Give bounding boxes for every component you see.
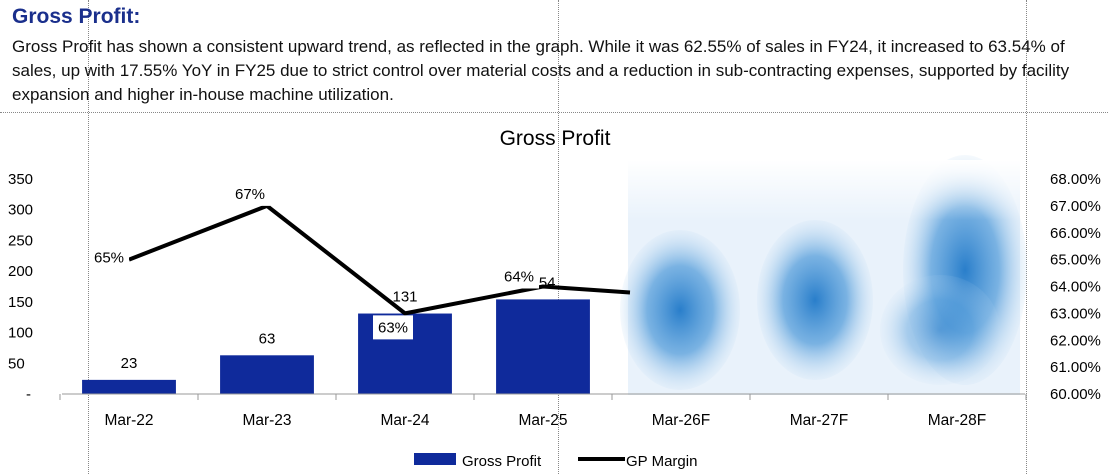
guide-line <box>1026 0 1027 474</box>
obscured-forecast-region <box>620 155 1027 395</box>
gross-profit-bar <box>220 355 314 394</box>
legend: Gross Profit GP Margin <box>414 453 697 470</box>
left-axis-tick-label: 50 <box>8 355 25 372</box>
chart-title: Gross Profit <box>500 127 611 150</box>
guide-line <box>558 0 559 474</box>
right-axis-tick-label: 62.00% <box>1050 332 1101 349</box>
left-axis-tick-label: 250 <box>8 232 33 249</box>
left-axis-tick-label: 300 <box>8 202 33 219</box>
x-axis <box>59 394 1027 400</box>
right-axis-tick-label: 65.00% <box>1050 252 1101 269</box>
line-label-background <box>230 181 270 206</box>
right-axis: 60.00% 61.00% 62.00% 63.00% 64.00% 65.00% 66.0… <box>1050 171 1101 403</box>
section-divider <box>0 112 1108 113</box>
bar-data-label: 63 <box>259 330 276 347</box>
category-label: Mar-23 <box>242 412 291 429</box>
category-label: Mar-25 <box>518 412 567 429</box>
line-label-background <box>89 245 129 270</box>
section-description: Gross Profit has shown a consistent upwa… <box>12 37 1070 104</box>
line-label-background <box>499 264 539 289</box>
left-axis-tick-label: 150 <box>8 294 33 311</box>
gross-profit-bar <box>82 379 176 394</box>
left-axis: -50 100 150 200 250 300 350 <box>8 171 33 403</box>
legend-label-gp-margin: GP Margin <box>626 453 697 470</box>
right-axis-tick-label: 67.00% <box>1050 198 1101 215</box>
line-data-label: 63% <box>378 319 408 336</box>
section-heading: Gross Profit: <box>12 5 141 28</box>
right-axis-tick-label: 63.00% <box>1050 305 1101 322</box>
bar-data-label: 23 <box>121 355 138 372</box>
line-data-label: 65% <box>94 250 124 267</box>
bar-data-label: 131 <box>392 289 417 306</box>
category-labels: Mar-22 Mar-23 Mar-24 Mar-25 Mar-26F Mar-27F Ma… <box>104 412 986 429</box>
right-axis-tick-label: 68.00% <box>1050 171 1101 188</box>
left-axis-tick-label: - <box>26 386 31 403</box>
category-label: Mar-27F <box>790 412 849 429</box>
left-axis-tick-label: 100 <box>8 325 33 342</box>
line-data-label: 64% <box>504 269 534 286</box>
left-axis-tick-label: 200 <box>8 263 33 280</box>
category-label: Mar-22 <box>104 412 153 429</box>
right-axis-tick-label: 60.00% <box>1050 386 1101 403</box>
line-data-label: 67% <box>235 186 265 203</box>
line-label-background <box>373 315 413 340</box>
legend-label-gross-profit: Gross Profit <box>462 453 542 470</box>
left-axis-tick-label: 350 <box>8 171 33 188</box>
guide-line <box>88 0 89 474</box>
category-label: Mar-26F <box>652 412 711 429</box>
gp-margin-line <box>128 203 631 316</box>
category-label: Mar-24 <box>380 412 429 429</box>
legend-swatch-gross-profit <box>414 453 456 465</box>
line-labels: 65% 67% 63% 64% <box>89 181 539 340</box>
right-axis-tick-label: 66.00% <box>1050 225 1101 242</box>
bar-series <box>82 299 590 394</box>
gross-profit-bar <box>496 299 590 394</box>
right-axis-tick-label: 61.00% <box>1050 359 1101 376</box>
right-axis-tick-label: 64.00% <box>1050 279 1101 296</box>
category-label: Mar-28F <box>928 412 987 429</box>
line-series <box>128 203 631 316</box>
